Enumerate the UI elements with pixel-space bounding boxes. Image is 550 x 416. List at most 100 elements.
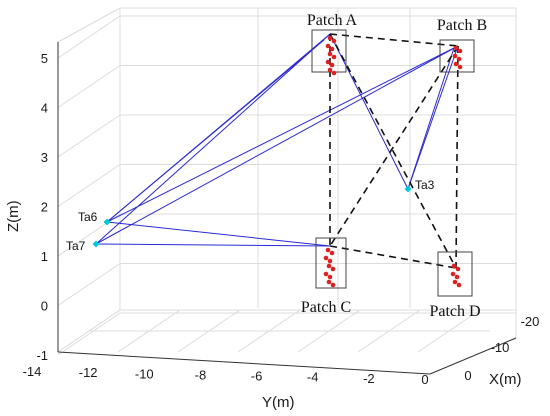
z-tick-label: 5	[41, 51, 48, 66]
patch-dot	[330, 266, 336, 272]
gridline	[57, 164, 121, 207]
patch-dot	[456, 56, 462, 62]
floor-gridlines	[57, 309, 516, 353]
patch-dot	[457, 64, 463, 70]
tag-label: Ta7	[66, 239, 86, 253]
patch-box	[439, 39, 475, 73]
patch-box	[315, 237, 347, 289]
grid	[57, 7, 517, 353]
signal-lines	[95, 33, 459, 247]
patch-dot	[327, 35, 333, 41]
patch-dot	[453, 45, 459, 51]
signal-line	[95, 45, 459, 245]
patch-label: Patch C	[301, 299, 351, 316]
patch: Patch A	[307, 12, 358, 76]
patch-dot	[327, 51, 333, 57]
signal-line	[329, 33, 409, 190]
tag-marker	[92, 240, 100, 248]
patch-dot	[326, 279, 332, 285]
patch-label: Patch B	[437, 17, 487, 34]
patch-dot	[331, 38, 337, 44]
gridline	[57, 263, 121, 306]
tag-marker	[103, 218, 111, 226]
tag-marker	[404, 185, 412, 193]
patch-dot	[457, 48, 463, 54]
signal-line	[95, 33, 331, 245]
signal-line	[407, 45, 459, 190]
patch-dot	[323, 271, 329, 277]
patch-link	[329, 33, 457, 269]
y-tick-labels: -14 -12 -10 -8 -6 -4 -2 0	[23, 364, 429, 387]
z-tick-label: 0	[41, 299, 48, 314]
patch-links	[329, 33, 459, 269]
y-tick-label: -6	[251, 369, 263, 384]
y-tick-label: -14	[23, 364, 42, 379]
patch-dot	[451, 263, 457, 269]
patch-link	[455, 45, 459, 269]
x-tick-label: -20	[521, 314, 540, 329]
patch-dot	[452, 53, 458, 59]
tag: Ta7	[66, 239, 100, 253]
patch-dot	[327, 67, 333, 73]
gridline	[57, 65, 121, 108]
x-tick-label: 0	[464, 368, 471, 383]
patch-label: Patch A	[307, 12, 358, 29]
patch-dot	[326, 263, 332, 269]
patch-label: Patch D	[429, 303, 480, 320]
x-axis-label: X(m)	[489, 371, 522, 388]
tags: Ta6 Ta7 Ta3	[66, 178, 435, 253]
x-tick-labels: -20 -10 0	[464, 314, 539, 383]
y-axis-line	[57, 351, 431, 375]
patch-link	[329, 33, 459, 47]
gridline	[57, 114, 121, 158]
y-axis-label: Y(m)	[262, 394, 295, 411]
z-axis-label: Z(m)	[5, 200, 22, 232]
patch-dot	[327, 274, 333, 280]
y-tick-label: -2	[363, 371, 375, 386]
patch: Patch C	[301, 237, 351, 316]
x-axis-line	[429, 337, 517, 375]
signal-line	[106, 221, 331, 247]
y-tick-label: -12	[79, 365, 98, 380]
patch-dot	[330, 282, 336, 288]
signal-line	[95, 243, 331, 247]
z-tick-label: 3	[41, 150, 48, 165]
gridline	[57, 15, 121, 59]
tag-label: Ta3	[415, 178, 435, 192]
gridline	[57, 312, 121, 356]
gridline	[57, 309, 121, 353]
patch-link	[329, 245, 457, 269]
gridline	[117, 309, 181, 353]
patch-dot	[325, 43, 331, 49]
gridline	[417, 309, 481, 353]
patch-dot	[452, 279, 458, 285]
x-tick-label: -10	[491, 340, 510, 355]
tag: Ta3	[404, 178, 435, 193]
z-tick-label: 4	[41, 101, 48, 116]
patches: Patch A Patch B Patch C Patch D	[301, 12, 487, 320]
gridline	[177, 309, 241, 353]
z-tick-label: -1	[36, 348, 48, 363]
patch-dot	[329, 62, 335, 68]
y-tick-label: -8	[195, 367, 207, 382]
patch-dot	[331, 54, 337, 60]
axes	[57, 42, 517, 375]
patch-dot	[456, 282, 462, 288]
patch-dot	[331, 70, 337, 76]
patch-dot	[329, 250, 335, 256]
signal-line	[106, 39, 325, 223]
patch-dot	[323, 255, 329, 261]
patch: Patch D	[429, 251, 481, 320]
patch: Patch B	[437, 17, 487, 73]
patch-link	[329, 45, 459, 247]
gridline	[57, 7, 121, 43]
patch-dot	[327, 258, 333, 264]
y-tick-label: -4	[307, 370, 319, 385]
patch-dot	[325, 59, 331, 65]
gridline	[237, 309, 301, 353]
z-tick-label: 1	[41, 249, 48, 264]
patch-dot	[450, 271, 456, 277]
patch-box	[437, 251, 473, 297]
